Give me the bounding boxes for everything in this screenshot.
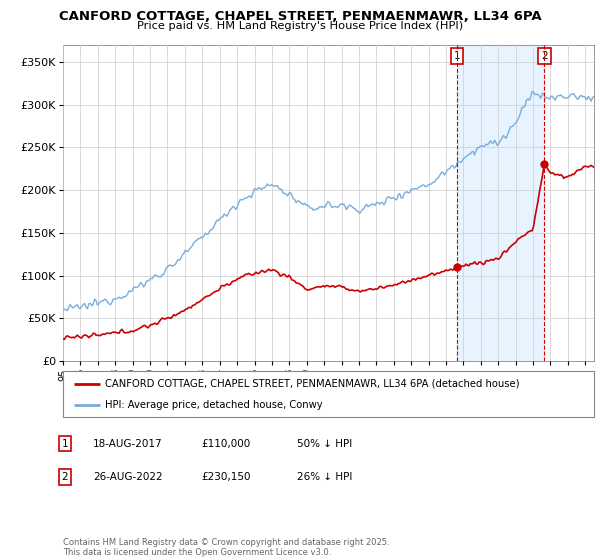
Text: 1: 1 (454, 51, 460, 61)
Text: 18-AUG-2017: 18-AUG-2017 (93, 438, 163, 449)
Text: HPI: Average price, detached house, Conwy: HPI: Average price, detached house, Conw… (106, 400, 323, 410)
Text: Contains HM Land Registry data © Crown copyright and database right 2025.
This d: Contains HM Land Registry data © Crown c… (63, 538, 389, 557)
Text: 2: 2 (61, 472, 68, 482)
Text: 1: 1 (61, 438, 68, 449)
Text: 26% ↓ HPI: 26% ↓ HPI (297, 472, 352, 482)
Text: 2: 2 (541, 51, 548, 61)
Text: CANFORD COTTAGE, CHAPEL STREET, PENMAENMAWR, LL34 6PA: CANFORD COTTAGE, CHAPEL STREET, PENMAENM… (59, 10, 541, 23)
Text: 50% ↓ HPI: 50% ↓ HPI (297, 438, 352, 449)
Bar (457, 45, 544, 361)
Text: £230,150: £230,150 (201, 472, 251, 482)
Text: CANFORD COTTAGE, CHAPEL STREET, PENMAENMAWR, LL34 6PA (detached house): CANFORD COTTAGE, CHAPEL STREET, PENMAENM… (106, 379, 520, 389)
Text: Price paid vs. HM Land Registry's House Price Index (HPI): Price paid vs. HM Land Registry's House … (137, 21, 463, 31)
Text: 26-AUG-2022: 26-AUG-2022 (93, 472, 163, 482)
Text: £110,000: £110,000 (201, 438, 250, 449)
